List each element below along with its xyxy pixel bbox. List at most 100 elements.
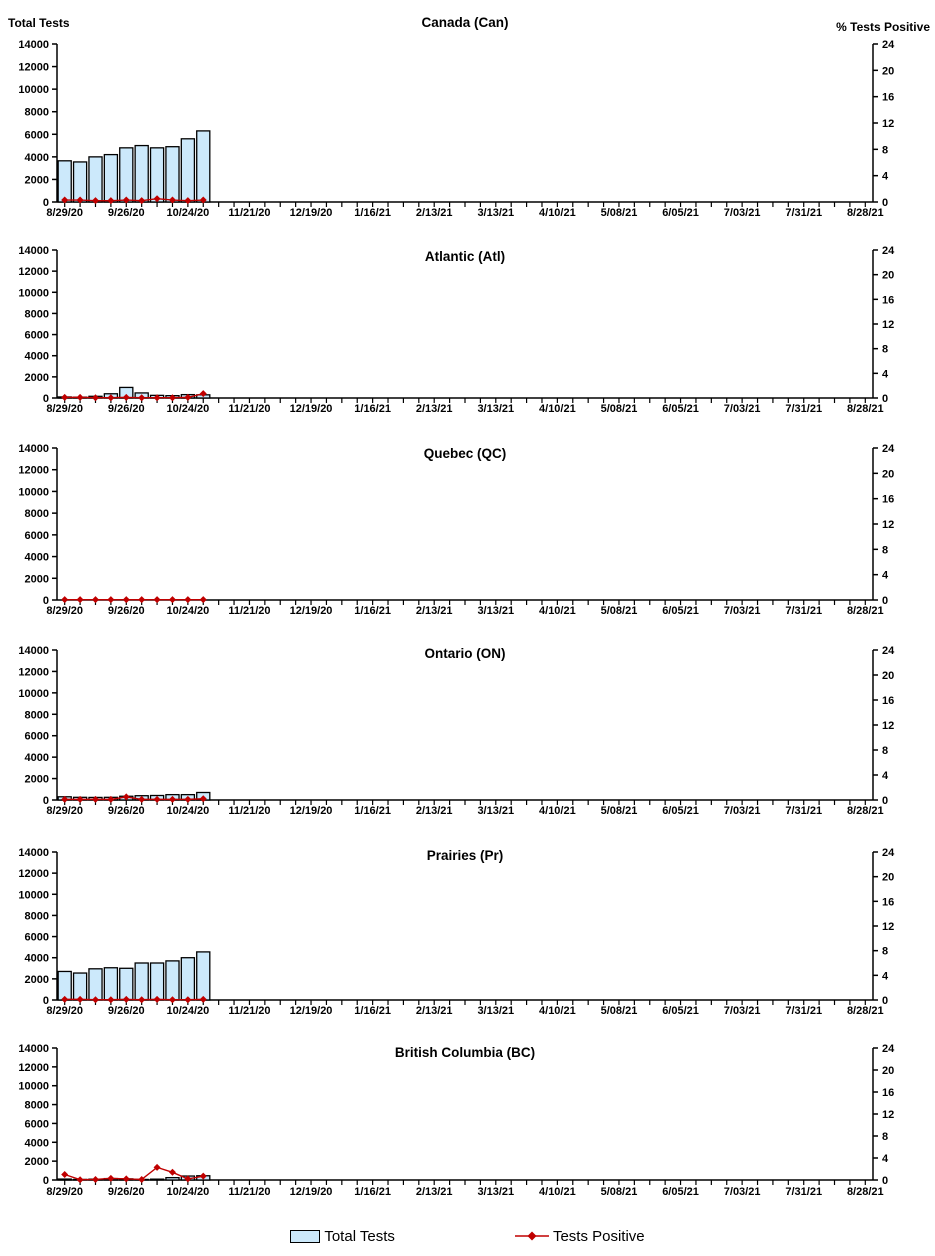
svg-text:10/24/20: 10/24/20	[166, 1005, 209, 1017]
data-point-marker	[107, 197, 115, 205]
svg-text:24: 24	[882, 245, 895, 257]
y-left-axis: 0 2000 4000 6000 8000 10000 12000 14000	[18, 1043, 57, 1187]
svg-text:2000: 2000	[25, 1156, 49, 1168]
bar	[165, 146, 180, 203]
data-point-marker	[76, 795, 84, 803]
svg-text:2000: 2000	[25, 372, 49, 384]
svg-text:6/05/21: 6/05/21	[662, 605, 699, 617]
legend-label-total-tests: Total Tests	[324, 1227, 395, 1245]
legend-label-tests-positive: Tests Positive	[552, 1227, 645, 1245]
svg-text:6/05/21: 6/05/21	[662, 403, 699, 415]
svg-text:3/13/21: 3/13/21	[477, 1186, 514, 1198]
svg-text:24: 24	[882, 443, 895, 455]
svg-text:7/31/21: 7/31/21	[785, 805, 822, 817]
charts-stack: 0 2000 4000 6000 8000 10000 12000 14000 0 4 8 12 16 2…	[0, 15, 935, 1198]
svg-text:8/29/20: 8/29/20	[46, 1005, 83, 1017]
data-point-marker	[138, 1175, 146, 1183]
svg-text:12: 12	[882, 118, 894, 130]
svg-text:8/28/21: 8/28/21	[847, 207, 884, 219]
svg-text:11/21/20: 11/21/20	[228, 1186, 270, 1198]
svg-text:10/24/20: 10/24/20	[166, 207, 209, 219]
svg-text:2/13/21: 2/13/21	[416, 1186, 453, 1198]
svg-text:10000: 10000	[18, 1081, 49, 1093]
svg-text:12: 12	[882, 921, 894, 933]
data-point-marker	[61, 1171, 69, 1178]
data-point-marker	[184, 1175, 192, 1183]
x-axis: 8/29/20 9/26/20 10/24/20 11/21/20 12/19/20 1/…	[46, 600, 884, 617]
chart-prairies-pr: 0 2000 4000 6000 8000 10000 12000 14000 0 4 8 12 16 2…	[18, 847, 895, 1017]
data-point-marker	[199, 995, 207, 1003]
svg-text:24: 24	[882, 1043, 895, 1055]
data-point-marker	[199, 596, 207, 604]
svg-text:24: 24	[882, 847, 895, 859]
svg-text:8000: 8000	[25, 308, 49, 320]
svg-text:4: 4	[882, 1153, 889, 1165]
svg-text:4000: 4000	[25, 552, 49, 564]
svg-text:10/24/20: 10/24/20	[166, 605, 209, 617]
svg-text:20: 20	[882, 1065, 894, 1077]
chart-panel-atlantic-atl: 0 2000 4000 6000 8000 10000 12000 14000 0 4 8 12 16 2…	[0, 238, 935, 437]
chart-title: Canada (Can)	[421, 15, 508, 30]
svg-text:4/10/21: 4/10/21	[539, 403, 576, 415]
y-right-axis: 0 4 8 12 16 20 24	[873, 847, 895, 1007]
svg-text:8: 8	[882, 544, 888, 556]
data-point-marker	[61, 995, 69, 1003]
svg-text:20: 20	[882, 65, 894, 77]
bar	[180, 957, 196, 1001]
data-point-marker	[199, 196, 207, 204]
y-right-axis: 0 4 8 12 16 20 24	[873, 443, 895, 607]
svg-text:5/08/21: 5/08/21	[601, 1005, 638, 1017]
data-point-marker	[107, 795, 115, 803]
data-point-marker	[153, 795, 161, 803]
svg-text:12000: 12000	[18, 266, 49, 278]
svg-text:10000: 10000	[18, 688, 49, 700]
bar	[180, 138, 196, 203]
svg-text:6/05/21: 6/05/21	[662, 1186, 699, 1198]
data-point-marker	[168, 196, 176, 204]
bar	[165, 960, 180, 1001]
svg-text:6000: 6000	[25, 1118, 49, 1130]
svg-text:24: 24	[882, 645, 895, 657]
data-point-marker	[61, 596, 69, 604]
data-point-marker	[168, 596, 176, 604]
bar	[119, 147, 134, 203]
svg-text:12/19/20: 12/19/20	[290, 1005, 333, 1017]
svg-text:9/26/20: 9/26/20	[108, 605, 145, 617]
svg-text:20: 20	[882, 670, 894, 682]
chart-panel-prairies-pr: 0 2000 4000 6000 8000 10000 12000 14000 0 4 8 12 16 2…	[0, 838, 935, 1038]
data-point-marker	[91, 394, 99, 402]
svg-text:4000: 4000	[25, 351, 49, 363]
svg-text:10000: 10000	[18, 84, 49, 96]
svg-text:4/10/21: 4/10/21	[539, 1186, 576, 1198]
chart-panel-quebec-qc: 0 2000 4000 6000 8000 10000 12000 14000 0 4 8 12 16 2…	[0, 437, 935, 637]
data-point-marker	[76, 1176, 84, 1184]
svg-text:8/28/21: 8/28/21	[847, 403, 884, 415]
svg-text:8/28/21: 8/28/21	[847, 605, 884, 617]
data-point-marker	[199, 1172, 207, 1180]
data-point-marker	[76, 995, 84, 1003]
data-point-marker	[199, 795, 207, 803]
svg-text:11/21/20: 11/21/20	[228, 403, 270, 415]
svg-text:1/16/21: 1/16/21	[354, 1186, 391, 1198]
svg-text:8000: 8000	[25, 910, 49, 922]
svg-text:1/16/21: 1/16/21	[354, 403, 391, 415]
data-point-marker	[61, 795, 69, 803]
svg-text:0: 0	[43, 995, 49, 1007]
data-point-marker	[168, 1168, 176, 1176]
svg-text:14000: 14000	[18, 1043, 49, 1055]
bar	[119, 967, 134, 1001]
total-tests-bars	[57, 130, 211, 203]
svg-text:7/31/21: 7/31/21	[785, 1186, 822, 1198]
svg-text:12/19/20: 12/19/20	[290, 1186, 333, 1198]
y-right-axis: 0 4 8 12 16 20 24	[873, 39, 895, 209]
svg-text:0: 0	[882, 197, 888, 209]
chart-title: Atlantic (Atl)	[425, 249, 505, 264]
data-point-marker	[91, 795, 99, 803]
svg-text:6000: 6000	[25, 330, 49, 342]
svg-text:9/26/20: 9/26/20	[108, 1005, 145, 1017]
bar	[196, 130, 211, 203]
svg-text:8/29/20: 8/29/20	[46, 207, 83, 219]
x-axis: 8/29/20 9/26/20 10/24/20 11/21/20 12/19/20 1/…	[46, 1180, 884, 1198]
svg-text:1/16/21: 1/16/21	[354, 1005, 391, 1017]
data-point-marker	[122, 793, 130, 801]
